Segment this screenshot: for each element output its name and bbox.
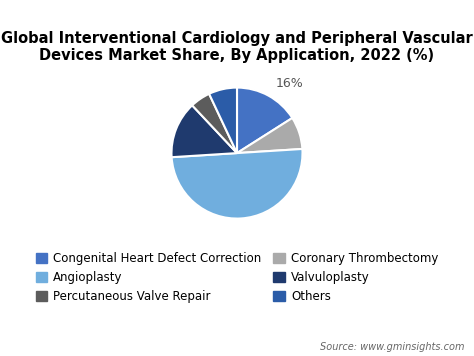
Wedge shape bbox=[172, 105, 237, 157]
Wedge shape bbox=[172, 149, 302, 219]
Wedge shape bbox=[237, 118, 302, 153]
Wedge shape bbox=[237, 88, 292, 153]
Text: 16%: 16% bbox=[275, 77, 303, 90]
Title: Global Interventional Cardiology and Peripheral Vascular
Devices Market Share, B: Global Interventional Cardiology and Per… bbox=[1, 31, 473, 63]
Wedge shape bbox=[209, 88, 237, 153]
Text: Source: www.gminsights.com: Source: www.gminsights.com bbox=[320, 342, 465, 352]
Legend: Congenital Heart Defect Correction, Angioplasty, Percutaneous Valve Repair, Coro: Congenital Heart Defect Correction, Angi… bbox=[31, 247, 443, 308]
Wedge shape bbox=[192, 94, 237, 153]
